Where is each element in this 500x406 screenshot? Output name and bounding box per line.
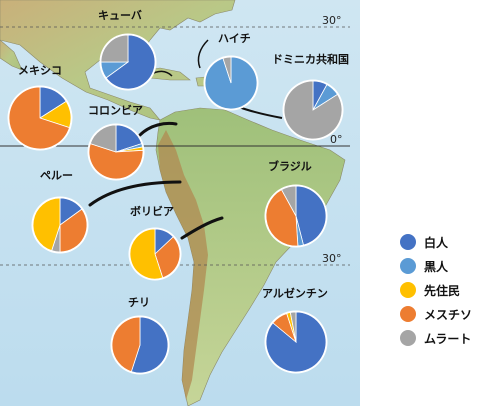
pie-dominican: ドミニカ共和国: [272, 52, 349, 141]
pie-chile: チリ: [110, 296, 170, 375]
pie-chile-slice-white: [130, 316, 169, 374]
country-label-peru: ペルー: [40, 169, 73, 182]
country-label-bolivia: ボリビア: [130, 204, 174, 218]
pie-brazil-slice-mestizo: [265, 189, 299, 247]
pie-brazil-slice-white: [295, 185, 327, 246]
pie-bolivia-slice-mestizo: [154, 236, 181, 279]
legend-label-indigenous: 先住民: [424, 283, 461, 298]
pie-haiti: ハイチ: [203, 32, 259, 111]
legend-item-mulatto: ムラート: [400, 326, 500, 350]
arrow-haiti: [197, 39, 209, 69]
pie-brazil: ブラジル: [264, 159, 328, 248]
pie-cuba-slice-white: [105, 34, 156, 90]
pie-argentina: アルゼンチン: [262, 286, 328, 374]
andes-mountains: [158, 130, 208, 400]
legend-item-black: 黒人: [400, 254, 500, 278]
latitude-label-30s: 30°: [322, 252, 342, 265]
legend-item-white: 白人: [400, 230, 500, 254]
pie-haiti-slice-black: [204, 56, 258, 110]
legend-label-mestizo: メスチソ: [424, 307, 473, 322]
country-label-cuba: キューバ: [98, 9, 142, 22]
country-label-colombia: コロンビア: [88, 103, 143, 117]
legend: 白人 黒人 先住民 メスチソ ムラート: [400, 230, 500, 350]
pie-argentina-slice-mulatto: [289, 311, 297, 343]
legend-item-mestizo: メスチソ: [400, 302, 500, 326]
pie-bolivia-slice-indigenous: [129, 228, 164, 280]
pie-chile-slice-mestizo: [111, 316, 141, 373]
legend-label-mulatto: ムラート: [424, 331, 472, 346]
latitude-label-30n: 30°: [322, 14, 342, 27]
connector-bolivia: [180, 216, 224, 240]
legend-swatch-mulatto: [400, 330, 416, 346]
pie-brazil-slice-mulatto: [281, 185, 297, 217]
legend-item-indigenous: 先住民: [400, 278, 500, 302]
country-label-dominican: ドミニカ共和国: [272, 52, 349, 66]
pie-cuba: キューバ: [98, 9, 157, 91]
latitude-label-equator: 0°: [330, 133, 343, 146]
legend-swatch-indigenous: [400, 282, 416, 298]
country-label-chile: チリ: [128, 296, 150, 309]
legend-label-white: 白人: [424, 235, 449, 250]
pie-peru-slice-mestizo: [59, 208, 88, 253]
pie-colombia-slice-mestizo: [88, 143, 144, 180]
pie-peru: ペルー: [31, 169, 89, 254]
pie-bolivia: ボリビア: [128, 204, 182, 281]
pie-peru-slice-indigenous: [32, 197, 61, 252]
country-label-brazil: ブラジル: [268, 159, 312, 173]
pie-haiti-slice-mulatto: [222, 56, 232, 84]
connector-peru: [88, 180, 182, 207]
pie-mexico-slice-mestizo: [8, 86, 70, 150]
legend-swatch-black: [400, 258, 416, 274]
legend-swatch-white: [400, 234, 416, 250]
country-label-mexico: メキシコ: [18, 64, 62, 77]
connector-colombia: [138, 121, 178, 137]
legend-swatch-mestizo: [400, 306, 416, 322]
pie-colombia: コロンビア: [87, 103, 145, 181]
pie-mexico: メキシコ: [7, 64, 73, 151]
country-label-argentina: アルゼンチン: [262, 286, 328, 300]
legend-label-black: 黒人: [424, 259, 449, 274]
pie-colombia-slice-mulatto: [89, 124, 117, 153]
baja-california: [0, 39, 23, 71]
pie-dominican-slice-mulatto: [283, 80, 343, 140]
pie-cuba-slice-mulatto: [100, 34, 129, 63]
country-label-haiti: ハイチ: [218, 32, 251, 45]
